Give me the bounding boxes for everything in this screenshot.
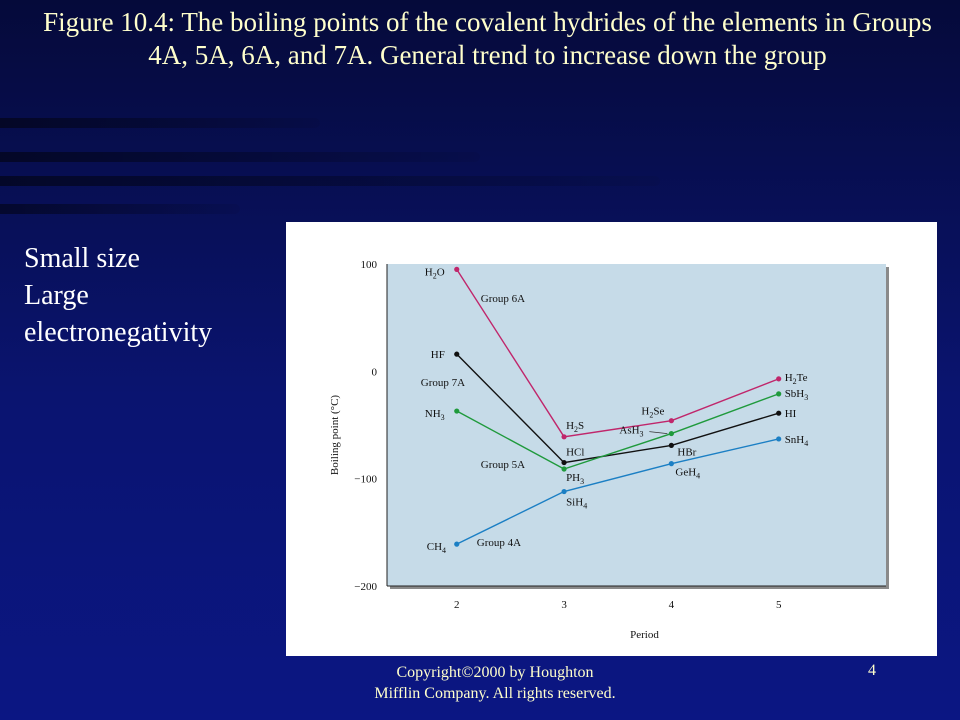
series-line-group-6a: [456, 268, 779, 438]
decorative-streak: [0, 118, 320, 128]
side-note-line: Small size: [24, 243, 140, 274]
decorative-streak: [0, 176, 660, 186]
label-leader-line: [649, 431, 668, 434]
series-name-label: Group 7A: [421, 377, 465, 389]
data-point: [454, 351, 460, 357]
data-point: [776, 391, 782, 397]
data-point: [561, 488, 567, 495]
x-tick-label: 5: [776, 599, 782, 611]
side-note: Small size Large electronegativity: [24, 240, 274, 351]
y-tick-label: 100: [361, 259, 378, 271]
point-label: SnH4: [785, 434, 809, 448]
y-tick-label: 0: [372, 366, 378, 378]
plot-area: [387, 264, 886, 586]
point-label: HI: [785, 408, 797, 420]
data-point: [561, 434, 567, 440]
data-point: [776, 410, 782, 416]
series-line-group-4a: [456, 438, 779, 545]
side-note-line: Large: [24, 280, 89, 311]
point-label: AsH3: [619, 425, 643, 439]
point-label: H2S: [566, 420, 584, 434]
point-label: GeH4: [675, 467, 700, 481]
boiling-point-chart: 100 0 −100 −200 2 3 4 5 Period Boiling point (°C)…: [329, 259, 889, 641]
data-point: [668, 430, 674, 437]
data-point: [668, 418, 674, 424]
data-point: [668, 461, 674, 467]
decorative-streak: [0, 152, 480, 162]
data-point: [454, 266, 460, 272]
figure-panel: 100 0 −100 −200 2 3 4 5 Period Boiling point (°C)…: [286, 222, 937, 656]
point-label: NH3: [425, 408, 445, 422]
point-label: PH3: [566, 472, 584, 486]
series-line-group-5a: [456, 393, 779, 470]
series-name-label: Group 5A: [481, 459, 525, 471]
x-tick-label: 3: [561, 599, 567, 611]
series-name-label: Group 6A: [481, 293, 525, 305]
footer-line: Mifflin Company. All rights reserved.: [374, 685, 616, 702]
data-point: [776, 376, 782, 382]
point-label: CH4: [427, 541, 446, 555]
decorative-streak: [0, 204, 240, 214]
side-note-line: electronegativity: [24, 317, 213, 348]
y-axis-label: Boiling point (°C): [329, 395, 341, 476]
point-label: SiH4: [566, 497, 587, 511]
data-point: [776, 436, 782, 442]
point-label: HBr: [677, 446, 696, 458]
data-point: [561, 459, 567, 466]
data-point: [454, 408, 460, 414]
data-point: [454, 541, 460, 547]
point-label: HCl: [566, 447, 584, 459]
slide-title: Figure 10.4: The boiling points of the c…: [43, 7, 932, 70]
y-tick-label: −200: [354, 581, 377, 593]
data-point: [668, 442, 674, 448]
series-name-label: Group 4A: [477, 537, 521, 549]
x-tick-label: 4: [669, 599, 675, 611]
footer-copyright: Copyright©2000 by Houghton Mifflin Compa…: [330, 662, 660, 704]
point-label: H2O: [425, 266, 445, 280]
data-point: [561, 466, 567, 472]
point-label: HF: [431, 349, 445, 361]
x-tick-label: 2: [454, 599, 460, 611]
y-tick-label: −100: [354, 474, 377, 486]
x-axis-label: Period: [630, 629, 659, 641]
point-label: SbH3: [785, 388, 809, 402]
series-line-group-7a: [456, 353, 779, 464]
slide-number: 4: [868, 662, 876, 679]
point-label: H2Se: [641, 406, 664, 420]
footer-line: Copyright©2000 by Houghton: [396, 664, 594, 681]
point-label: H2Te: [785, 372, 808, 386]
